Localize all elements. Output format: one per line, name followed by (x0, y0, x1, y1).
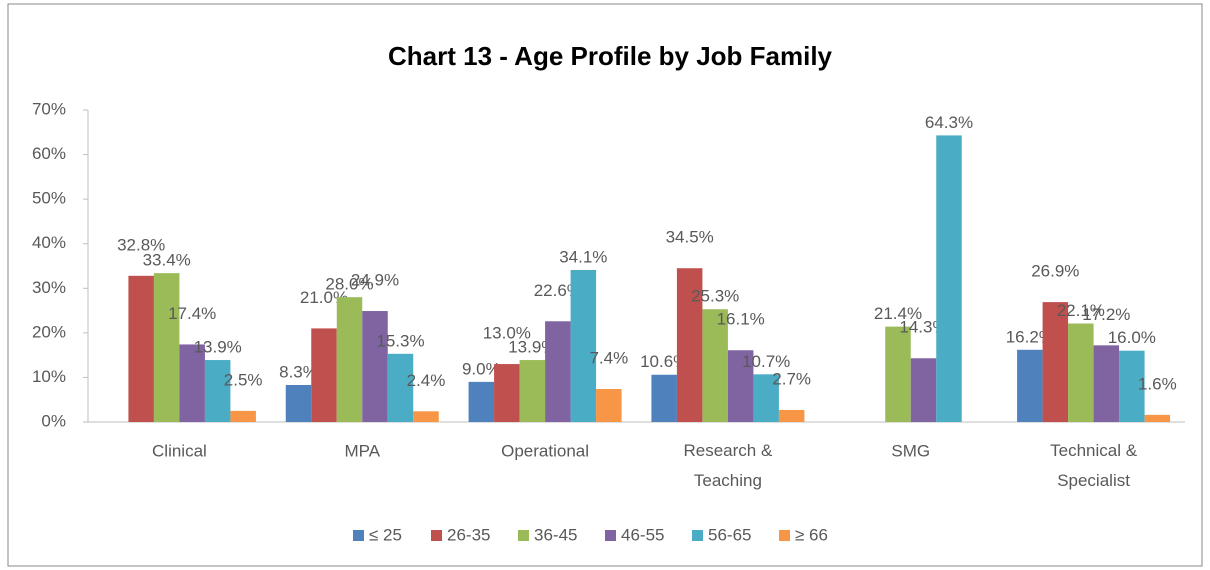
data-label: 26.9% (1031, 262, 1079, 281)
y-tick-label: 30% (32, 278, 66, 297)
bar (702, 309, 728, 422)
data-label: 25.3% (691, 287, 739, 306)
data-label: 10.7% (742, 352, 790, 371)
legend-swatch (692, 530, 703, 541)
bar (1042, 302, 1069, 422)
data-label: 10.6% (640, 352, 688, 371)
bar (778, 409, 805, 422)
y-tick-label: 40% (32, 233, 66, 252)
data-label: 24.9% (351, 271, 399, 290)
legend-swatch (779, 530, 790, 541)
legend-label: ≤ 25 (369, 525, 402, 544)
data-label: 14.3% (899, 318, 947, 337)
data-label: 16.1% (717, 310, 765, 329)
bar (128, 275, 154, 422)
bar (153, 273, 180, 422)
legend-label: 56-65 (708, 525, 751, 544)
legend-label: 46-55 (621, 525, 664, 544)
bar (311, 328, 337, 422)
x-tick-label: SMG (891, 441, 930, 460)
bar (230, 410, 256, 422)
legend-swatch (431, 530, 442, 541)
bar (1068, 323, 1094, 422)
bar (1017, 349, 1043, 422)
bar (727, 350, 754, 422)
data-label: 16.2% (1006, 327, 1054, 346)
bar (596, 389, 622, 422)
legend-label: ≥ 66 (795, 525, 828, 544)
chart-border (7, 3, 1203, 567)
data-label: 13.0% (483, 324, 531, 343)
data-label: 17.4% (168, 304, 216, 323)
data-label: 2.7% (772, 369, 811, 388)
bar (885, 326, 911, 422)
bar (362, 311, 388, 422)
data-label: 32.8% (117, 235, 165, 254)
bar (651, 374, 677, 422)
data-label: 34.1% (559, 247, 607, 266)
legend-swatch (605, 530, 616, 541)
y-tick-label: 50% (32, 189, 66, 208)
bar (494, 364, 520, 422)
data-label: 17.2% (1082, 305, 1130, 324)
x-tick-label: Technical & Specialist (1050, 441, 1138, 490)
bar (570, 270, 597, 422)
data-label: 13.9% (508, 338, 556, 357)
data-label: 8.3% (279, 362, 318, 381)
x-tick-label: Operational (501, 441, 589, 460)
data-label: 1.6% (1138, 374, 1177, 393)
bar (1119, 350, 1145, 422)
bar (545, 321, 571, 422)
y-tick-label: 70% (32, 99, 66, 118)
bar (676, 268, 703, 422)
bar (1093, 345, 1120, 422)
bar (468, 381, 495, 422)
y-tick-label: 10% (32, 367, 66, 386)
bar (336, 297, 363, 422)
chart-title: Chart 13 - Age Profile by Job Family (388, 41, 833, 71)
data-label: 34.5% (666, 228, 714, 247)
bar (204, 360, 231, 422)
bar (285, 385, 312, 422)
data-label: 64.3% (925, 113, 973, 132)
data-label: 9.0% (462, 359, 501, 378)
y-tick-label: 60% (32, 144, 66, 163)
data-label: 2.5% (224, 370, 263, 389)
legend-label: 36-45 (534, 525, 577, 544)
bar (387, 353, 414, 422)
bar (1144, 414, 1171, 422)
legend-label: 26-35 (447, 525, 490, 544)
bar (413, 411, 439, 422)
bar (753, 374, 779, 422)
bar (910, 358, 937, 422)
data-label: 21.4% (874, 304, 922, 323)
legend-swatch (518, 530, 529, 541)
data-label: 2.4% (407, 371, 446, 390)
data-label: 28.0% (325, 275, 373, 294)
x-tick-label: MPA (344, 441, 380, 460)
data-label: 16.0% (1108, 328, 1156, 347)
data-label: 22.6% (534, 281, 582, 300)
legend-swatch (353, 530, 364, 541)
data-label: 7.4% (589, 349, 628, 368)
bar (519, 360, 546, 422)
x-tick-label: Clinical (152, 441, 207, 460)
data-label: 15.3% (376, 331, 424, 350)
y-tick-label: 0% (41, 411, 66, 430)
data-label: 33.4% (143, 251, 191, 270)
bar (936, 135, 962, 423)
data-label: 21.0% (300, 288, 348, 307)
y-tick-label: 20% (32, 322, 66, 341)
data-label: 13.9% (194, 338, 242, 357)
data-label: 22.1% (1057, 301, 1105, 320)
bar (179, 344, 205, 422)
x-tick-label: Research & Teaching (684, 441, 773, 490)
